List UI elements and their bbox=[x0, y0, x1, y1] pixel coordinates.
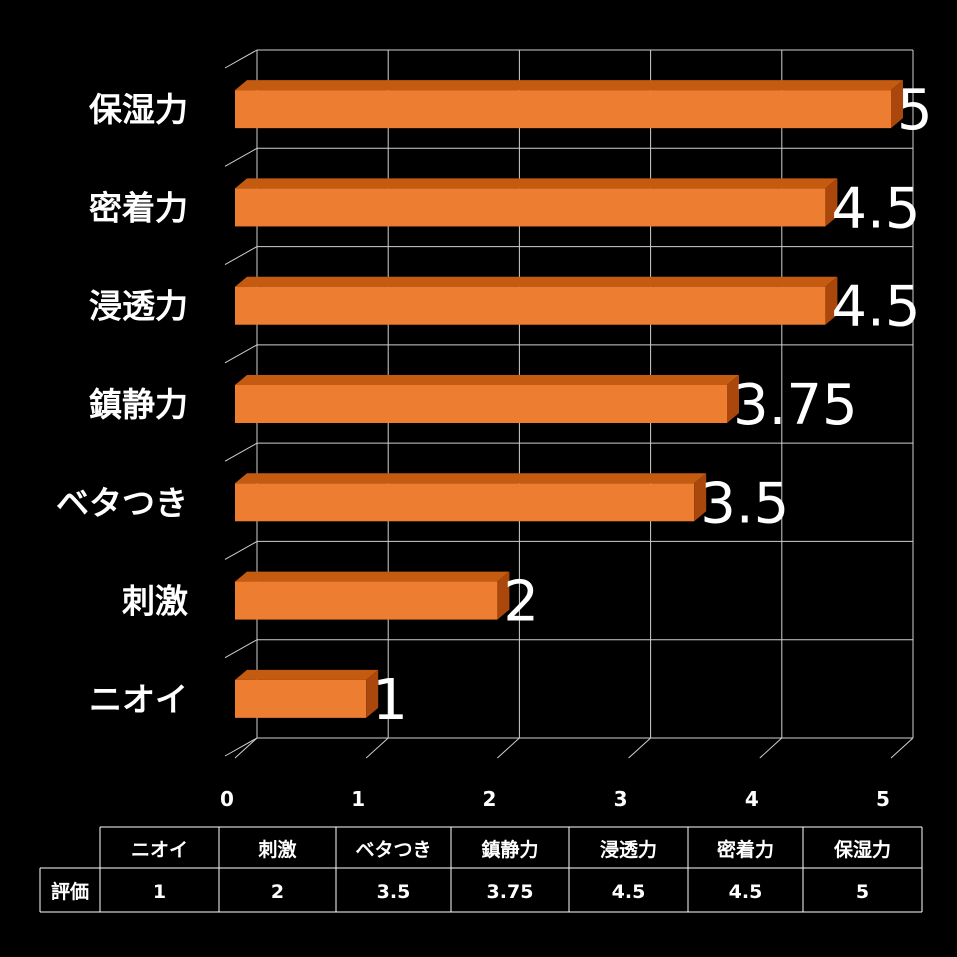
category-label: 浸透力 bbox=[89, 287, 188, 326]
floor-gridline bbox=[890, 737, 914, 759]
bar bbox=[235, 80, 903, 129]
table-column-header: ニオイ bbox=[131, 839, 188, 861]
table-cell-value: 4.5 bbox=[729, 881, 763, 903]
bar-side-face bbox=[366, 669, 379, 718]
value-label: 4.5 bbox=[831, 176, 920, 241]
bar-front-face bbox=[235, 90, 891, 129]
category-label: ベタつき bbox=[56, 483, 188, 522]
table-column-header: 鎮静力 bbox=[481, 838, 538, 861]
bar-top-face bbox=[235, 276, 838, 287]
side-gridline bbox=[224, 442, 258, 462]
bar-front-face bbox=[235, 385, 727, 423]
bar-front-face bbox=[235, 188, 826, 227]
bar-front-face bbox=[235, 581, 498, 620]
bar bbox=[235, 375, 739, 423]
bar-side-face bbox=[891, 80, 903, 129]
bars bbox=[235, 80, 903, 718]
bar-side-face bbox=[727, 375, 739, 423]
bar bbox=[235, 276, 838, 325]
bar-top-face bbox=[235, 80, 903, 91]
bar-side-face bbox=[825, 178, 838, 227]
floor-gridline bbox=[759, 737, 783, 759]
bar-side-face bbox=[497, 571, 510, 620]
category-label: 刺激 bbox=[122, 582, 188, 621]
bar-top-face bbox=[235, 669, 379, 680]
category-label: 密着力 bbox=[89, 188, 188, 227]
table-column-header: 密着力 bbox=[717, 838, 774, 861]
bar-side-face bbox=[825, 276, 838, 325]
value-labels: 5 4.5 4.5 3.75 3.5 2 1 bbox=[372, 78, 932, 733]
bar bbox=[235, 571, 510, 620]
x-tick-label: 0 bbox=[220, 787, 234, 811]
value-label: 3.5 bbox=[700, 471, 789, 536]
side-gridline bbox=[224, 147, 258, 167]
bar-top-face bbox=[235, 473, 707, 484]
table-cell-value: 3.75 bbox=[487, 881, 534, 903]
bar-side-face bbox=[694, 473, 707, 522]
floor-gridline bbox=[234, 737, 258, 759]
value-label: 5 bbox=[897, 78, 933, 143]
category-label: 保湿力 bbox=[89, 90, 188, 129]
bar-front-face bbox=[235, 286, 826, 325]
bar bbox=[235, 669, 379, 718]
x-tick-label: 5 bbox=[876, 787, 890, 811]
value-label: 1 bbox=[372, 668, 408, 733]
bar-top-face bbox=[235, 571, 510, 582]
table-row-header: 評価 bbox=[51, 880, 89, 903]
table-cell-value: 3.5 bbox=[377, 881, 411, 903]
value-label: 2 bbox=[503, 570, 539, 635]
side-gridline bbox=[224, 344, 258, 364]
bar-front-face bbox=[235, 679, 367, 718]
side-gridline bbox=[224, 737, 258, 757]
floor-gridline bbox=[365, 737, 389, 759]
bar-top-face bbox=[235, 375, 739, 385]
category-label: 鎮静力 bbox=[89, 385, 188, 424]
x-axis-ticks: 0 1 2 3 4 5 bbox=[220, 787, 890, 811]
table-cell-value: 4.5 bbox=[612, 881, 646, 903]
side-gridline bbox=[224, 49, 258, 69]
table-cell-value: 2 bbox=[271, 881, 284, 903]
floor-gridline bbox=[628, 737, 651, 759]
bar-front-face bbox=[235, 483, 695, 522]
floor-gridline bbox=[497, 737, 520, 759]
table-column-header: 保湿力 bbox=[833, 838, 891, 861]
table-cell-value: 1 bbox=[153, 881, 166, 903]
bar-top-face bbox=[235, 178, 838, 189]
value-label: 4.5 bbox=[831, 275, 920, 340]
value-label: 3.75 bbox=[733, 373, 858, 438]
table-cell-value: 5 bbox=[856, 881, 869, 903]
bar bbox=[235, 473, 707, 522]
side-gridline bbox=[224, 540, 258, 560]
x-tick-label: 1 bbox=[351, 787, 365, 811]
side-gridline bbox=[224, 639, 258, 659]
x-tick-label: 3 bbox=[614, 787, 628, 811]
table-column-header: 刺激 bbox=[258, 838, 296, 861]
x-tick-label: 4 bbox=[745, 787, 759, 811]
x-tick-label: 2 bbox=[482, 787, 496, 811]
category-label: ニオイ bbox=[89, 680, 188, 719]
bar bbox=[235, 178, 838, 227]
side-gridline bbox=[224, 246, 258, 266]
table-column-header: 浸透力 bbox=[600, 838, 657, 861]
table-column-header: ベタつき bbox=[355, 839, 431, 861]
